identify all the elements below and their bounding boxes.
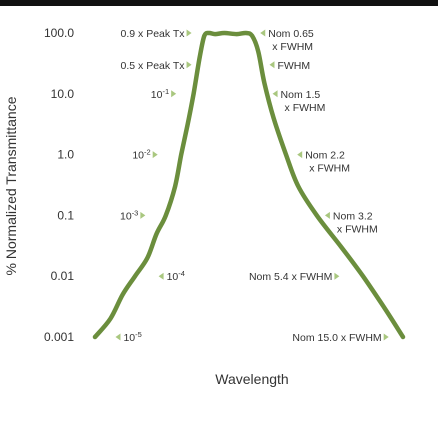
annotation-text-12: Nom 5.4 x FWHM	[249, 271, 332, 283]
annotation-sup-5: -4	[178, 269, 185, 278]
annotation-text-3: 10-2	[132, 148, 150, 162]
annotation-13: Nom 15.0 x FWHM	[292, 332, 389, 344]
annotation-text-7: Nom 0.65	[268, 28, 314, 40]
y-axis-title: % Normalized Transmittance	[3, 96, 19, 275]
annotation-text2-11: x FWHM	[337, 223, 378, 235]
x-axis-title: Wavelength	[215, 371, 288, 387]
annotation-marker-10	[297, 151, 303, 159]
y-tick-label-0: 100.0	[44, 26, 74, 40]
annotations-layer: 0.9 x Peak Tx 0.5 x Peak Tx 10-1 10-2 10-3 10…	[115, 28, 389, 344]
annotation-text2-10: x FWHM	[309, 163, 350, 175]
annotation-marker-9	[272, 90, 278, 98]
annotation-text-8: FWHM	[277, 60, 310, 72]
y-tick-label-3: 0.1	[57, 208, 74, 222]
annotation-text2-9: x FWHM	[285, 102, 326, 114]
annotation-text-5: 10-4	[167, 269, 185, 283]
annotation-marker-7	[260, 29, 266, 37]
annotation-1: 0.5 x Peak Tx	[121, 60, 192, 72]
y-tick-label-4: 0.01	[51, 269, 75, 283]
annotation-marker-8	[269, 61, 275, 69]
top-rule	[0, 0, 438, 6]
y-axis-ticks: 100.0 10.0 1.0 0.1 0.01 0.001	[44, 26, 74, 344]
annotation-7: Nom 0.65x FWHM	[260, 28, 314, 53]
annotation-0: 0.9 x Peak Tx	[121, 28, 192, 40]
annotation-marker-3	[152, 151, 158, 159]
annotation-marker-2	[171, 90, 177, 98]
annotation-marker-4	[140, 211, 146, 219]
annotation-6: 10-5	[115, 330, 142, 344]
annotation-5: 10-4	[158, 269, 185, 283]
y-tick-label-5: 0.001	[44, 330, 74, 344]
annotation-marker-6	[115, 333, 121, 341]
series-layer	[92, 30, 406, 340]
annotation-text-13: Nom 15.0 x FWHM	[292, 332, 381, 344]
annotation-text-10: Nom 2.2	[305, 150, 345, 162]
annotation-sup-2: -1	[162, 87, 169, 96]
y-tick-label-1: 10.0	[51, 87, 75, 101]
annotation-text2-7: x FWHM	[272, 41, 313, 53]
y-tick-label-2: 1.0	[57, 148, 74, 162]
annotation-8: FWHM	[269, 60, 310, 72]
annotation-marker-1	[186, 61, 192, 69]
annotation-10: Nom 2.2x FWHM	[297, 150, 350, 175]
series-line-0	[92, 30, 406, 340]
annotation-marker-13	[383, 333, 389, 341]
annotation-text-2: 10-1	[151, 87, 169, 101]
annotation-text-11: Nom 3.2	[333, 210, 373, 222]
annotation-text-4: 10-3	[120, 208, 138, 222]
annotation-text-0: 0.9 x Peak Tx	[121, 28, 186, 40]
annotation-9: Nom 1.5x FWHM	[272, 89, 326, 114]
annotation-4: 10-3	[120, 208, 146, 222]
annotation-11: Nom 3.2x FWHM	[324, 210, 378, 235]
annotation-sup-3: -2	[144, 148, 151, 157]
annotation-12: Nom 5.4 x FWHM	[249, 271, 340, 283]
annotation-2: 10-1	[151, 87, 177, 101]
annotation-text-9: Nom 1.5	[281, 89, 321, 101]
annotation-sup-6: -5	[135, 330, 142, 339]
annotation-marker-12	[334, 272, 340, 280]
annotation-3: 10-2	[132, 148, 158, 162]
annotation-sup-4: -3	[132, 208, 139, 217]
annotation-text-6: 10-5	[123, 330, 141, 344]
annotation-marker-5	[158, 272, 164, 280]
annotation-text-1: 0.5 x Peak Tx	[121, 60, 186, 72]
annotation-marker-11	[324, 211, 330, 219]
annotation-marker-0	[186, 29, 192, 37]
